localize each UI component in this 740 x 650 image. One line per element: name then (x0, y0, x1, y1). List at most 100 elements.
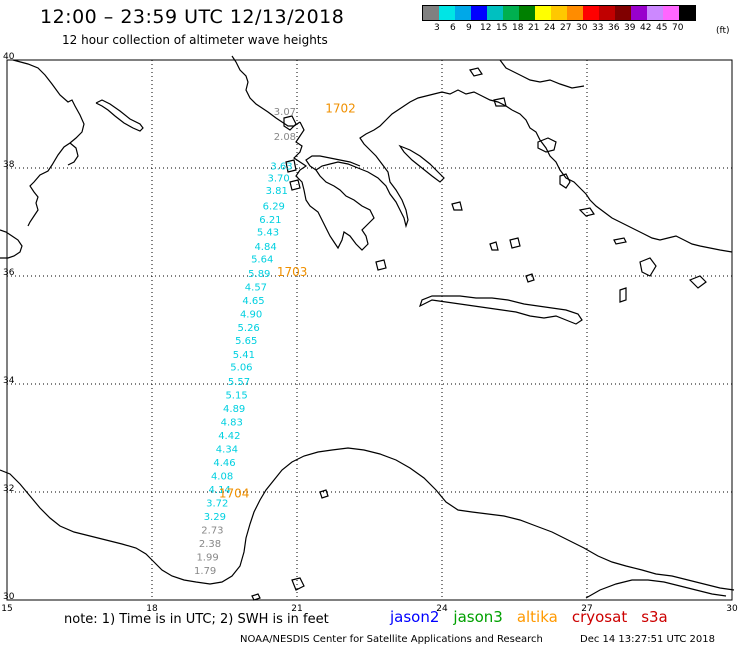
swh-value: 4.14 (209, 485, 231, 496)
legend-swatch (647, 6, 663, 20)
legend-labels: 3 6 9 12 15 18 21 24 27 30 33 36 39 42 45 70 (422, 21, 696, 35)
island-thasos (469, 67, 483, 77)
legend-label: 30 (576, 23, 588, 33)
time-labels: 1702 1703 1704 (219, 101, 356, 500)
island-chios (559, 173, 571, 189)
pass-time-label: 1703 (277, 265, 308, 279)
swh-value: 4.65 (242, 296, 264, 307)
swh-value: 5.64 (251, 255, 273, 266)
satellite-legend: jason2 jason3 altika cryosat s3a (390, 608, 682, 626)
legend-label: 24 (544, 23, 556, 33)
swh-value: 5.15 (225, 391, 247, 402)
grid (6, 59, 733, 601)
coastline-turkey (511, 109, 733, 253)
legend-unit: (ft) (716, 26, 730, 36)
generated-timestamp: Dec 14 13:27:51 UTC 2018 (580, 634, 715, 645)
lat-tick-label: 36 (3, 268, 15, 278)
island-east (688, 275, 707, 289)
coastline-balkans (231, 55, 301, 127)
swh-value: 3.07 (274, 107, 296, 118)
legend-label: 27 (560, 23, 572, 33)
swh-value: 5.89 (248, 269, 270, 280)
lat-tick-label: 34 (3, 376, 15, 386)
coastline-italy-heel (95, 99, 144, 132)
lat-tick-label: 30 (3, 592, 15, 602)
legend-swatch (615, 6, 631, 20)
legend-swatch (535, 6, 551, 20)
lat-tick-label: 40 (3, 52, 15, 62)
swh-value: 3.81 (266, 186, 288, 197)
legend-swatch (439, 6, 455, 20)
island-libya-3 (319, 489, 329, 499)
swh-value: 5.06 (230, 363, 252, 374)
island-kythira (375, 259, 387, 271)
coastlines (0, 55, 735, 601)
footer-note: note: 1) Time is in UTC; 2) SWH is in fe… (64, 612, 329, 627)
island-cephalonia (285, 159, 297, 173)
altimeter-track: 3.07 2.08 3.633.703.81 6.29 6.21 5.43 4.84 5.64… (194, 107, 296, 577)
coastline-crete (418, 295, 583, 325)
lon-tick-label: 18 (146, 604, 158, 614)
coastline-italy-gulf (67, 142, 79, 166)
legend-label: 36 (608, 23, 620, 33)
swh-value: 4.90 (240, 310, 262, 321)
swh-value: 4.46 (213, 458, 235, 469)
swh-value: 4.08 (211, 472, 233, 483)
swh-value: 5.57 (228, 377, 250, 388)
lon-tick-label: 15 (1, 604, 12, 614)
legend-label: 3 (434, 23, 440, 33)
credit-line: NOAA/NESDIS Center for Satellite Applica… (240, 634, 543, 645)
swh-value: 5.65 (235, 336, 257, 347)
swh-value: 4.89 (223, 404, 245, 415)
legend-swatch (519, 6, 535, 20)
legend-swatch (599, 6, 615, 20)
lon-tick-label: 27 (581, 604, 592, 614)
legend-swatch (551, 6, 567, 20)
swh-value: 1.99 (196, 553, 218, 564)
swh-value: 6.29 (263, 202, 285, 213)
coastline-libya (0, 447, 735, 591)
satellite-name: s3a (641, 608, 668, 626)
page-title: 12:00 – 23:59 UTC 12/13/2018 (40, 6, 345, 28)
swh-value: 2.38 (199, 539, 221, 550)
island-rhodes (639, 257, 657, 277)
legend-swatch (423, 6, 439, 20)
legend-swatch (679, 6, 695, 20)
legend-swatch (503, 6, 519, 20)
legend-label: 18 (512, 23, 524, 33)
island-andros (451, 201, 463, 211)
legend-label: 9 (466, 23, 472, 33)
lat-tick-label: 32 (3, 484, 14, 494)
legend-label: 21 (528, 23, 540, 33)
swh-value: 5.43 (257, 228, 279, 239)
lat-tick-label: 38 (3, 160, 15, 170)
swh-value: 5.26 (238, 323, 260, 334)
island-santorini (525, 273, 535, 283)
lon-tick-label: 30 (726, 604, 738, 614)
swh-value: 3.70 (268, 174, 290, 185)
legend-label: 12 (480, 23, 492, 33)
island-lesbos (537, 137, 557, 153)
swh-value: 4.84 (254, 242, 276, 253)
island-lemnos (493, 97, 507, 107)
legend-label: 39 (624, 23, 636, 33)
coastline-sicily (0, 229, 23, 259)
legend-swatch (567, 6, 583, 20)
island-euboea (398, 144, 445, 183)
legend-swatch (487, 6, 503, 20)
coastline-egypt (585, 579, 727, 599)
swh-value: 3.63 (270, 162, 292, 173)
legend-swatch (663, 6, 679, 20)
satellite-name: cryosat (571, 608, 628, 626)
legend-label: 45 (656, 23, 668, 33)
lon-tick-label: 24 (436, 604, 448, 614)
legend-label: 42 (640, 23, 652, 33)
pass-time-label: 1704 (219, 486, 250, 500)
swh-value: 2.08 (274, 132, 296, 143)
island-libya-1 (291, 577, 305, 591)
legend-label: 15 (496, 23, 508, 33)
swh-value: 2.73 (201, 526, 223, 537)
legend-swatch (631, 6, 647, 20)
swh-value: 4.83 (221, 418, 243, 429)
lon-tick-label: 21 (291, 604, 302, 614)
